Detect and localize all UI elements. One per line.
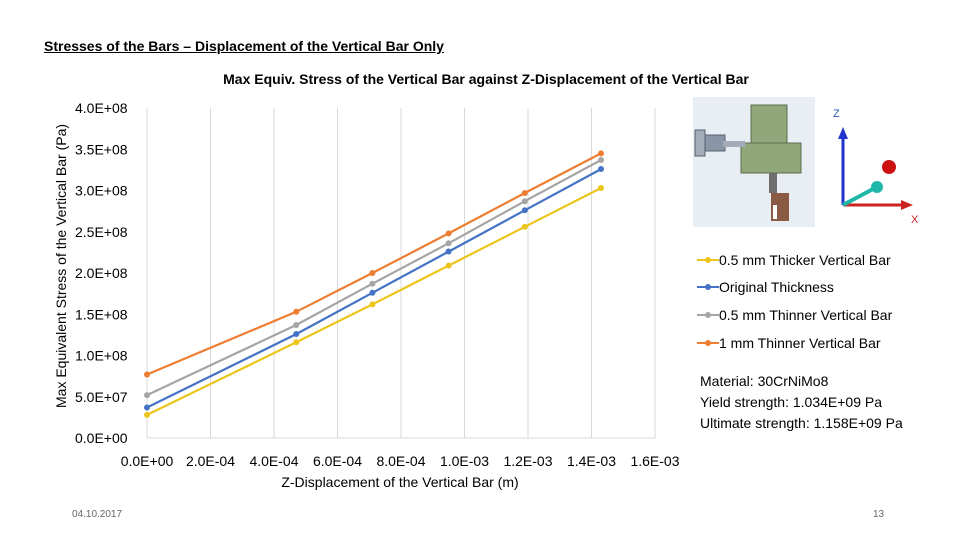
y-tick-label: 0.0E+00 [75,430,128,446]
y-tick-label: 1.0E+08 [75,348,128,364]
legend-label: Original Thickness [719,279,834,296]
data-point [445,262,452,269]
y-tick-label: 2.5E+08 [75,224,128,240]
page-number: 13 [873,509,885,520]
legend-item-original: Original Thickness [697,274,952,302]
x-axis-label: Z-Displacement of the Vertical Bar (m) [281,474,518,490]
data-point [598,156,605,163]
legend-swatch-icon [697,311,719,319]
data-point [521,207,528,214]
legend-swatch-icon [697,339,719,347]
chart-legend: 0.5 mm Thicker Vertical Bar Original Thi… [697,246,952,356]
x-tick-label: 1.6E-03 [630,453,679,469]
series-line [146,168,602,409]
data-point [144,392,150,399]
data-point [445,230,452,237]
y-tick-label: 4.0E+08 [75,100,128,116]
data-point [445,240,452,247]
legend-item-thicker: 0.5 mm Thicker Vertical Bar [697,246,952,274]
x-axis-letter: X [911,214,919,226]
yield-strength: Yield strength: 1.034E+09 Pa [700,394,882,410]
data-point [598,166,605,173]
y-axis-label: Max Equivalent Stress of the Vertical Ba… [53,124,69,408]
chart-title: Max Equiv. Stress of the Vertical Bar ag… [223,71,749,87]
data-point [598,185,605,192]
data-point [445,248,452,255]
data-point [144,411,150,418]
x-tick-label: 1.0E-03 [440,453,489,469]
data-point [293,308,300,315]
material-properties: Material: 30CrNiMo8 Yield strength: 1.03… [700,371,903,434]
series-line [146,159,602,397]
data-point [521,189,528,196]
data-point [293,339,300,346]
legend-swatch-icon [697,256,719,264]
x-tick-label: 1.4E-03 [567,453,616,469]
legend-item-thinner-half: 0.5 mm Thinner Vertical Bar [697,301,952,329]
data-point [521,223,528,230]
footer-date: 04.10.2017 [72,509,123,520]
ultimate-strength: Ultimate strength: 1.158E+09 Pa [700,415,903,431]
legend-item-thinner-one: 1 mm Thinner Vertical Bar [697,329,952,357]
data-point [293,331,300,338]
x-tick-label: 8.0E-04 [376,453,425,469]
x-tick-label: 1.2E-03 [503,453,552,469]
legend-swatch-icon [697,283,719,291]
series-lines [144,150,605,418]
y-tick-label: 3.0E+08 [75,183,128,199]
slide-title: Stresses of the Bars – Displacement of t… [44,38,444,54]
data-point [144,404,150,411]
data-point [369,270,376,276]
data-point [369,280,376,287]
y-tick-label: 2.0E+08 [75,265,128,281]
x-tick-label: 4.0E-04 [249,453,298,469]
data-point [144,371,150,378]
y-tick-label: 5.0E+07 [75,389,128,405]
data-point [369,301,376,308]
data-point [598,150,605,157]
series-line [146,152,602,376]
x-tick-label: 0.0E+00 [121,453,174,469]
x-tick-label: 6.0E-04 [313,453,362,469]
model-preview [693,97,815,227]
z-axis-letter: Z [833,108,840,120]
legend-label: 0.5 mm Thicker Vertical Bar [719,251,891,268]
series-line [146,187,602,416]
y-tick-label: 1.5E+08 [75,306,128,322]
y-tick-label: 3.5E+08 [75,141,128,157]
legend-label: 0.5 mm Thinner Vertical Bar [719,306,893,323]
tick-labels: 0.0E+00 2.0E-04 4.0E-04 6.0E-04 8.0E-04 1.0E-… [75,100,680,469]
data-point [369,289,376,296]
data-point [521,198,528,205]
material-name: Material: 30CrNiMo8 [700,373,829,389]
grid-lines [146,108,656,439]
x-tick-label: 2.0E-04 [186,453,235,469]
coordinate-triad: Z X [821,97,931,227]
data-point [293,321,300,328]
legend-label: 1 mm Thinner Vertical Bar [719,334,881,351]
